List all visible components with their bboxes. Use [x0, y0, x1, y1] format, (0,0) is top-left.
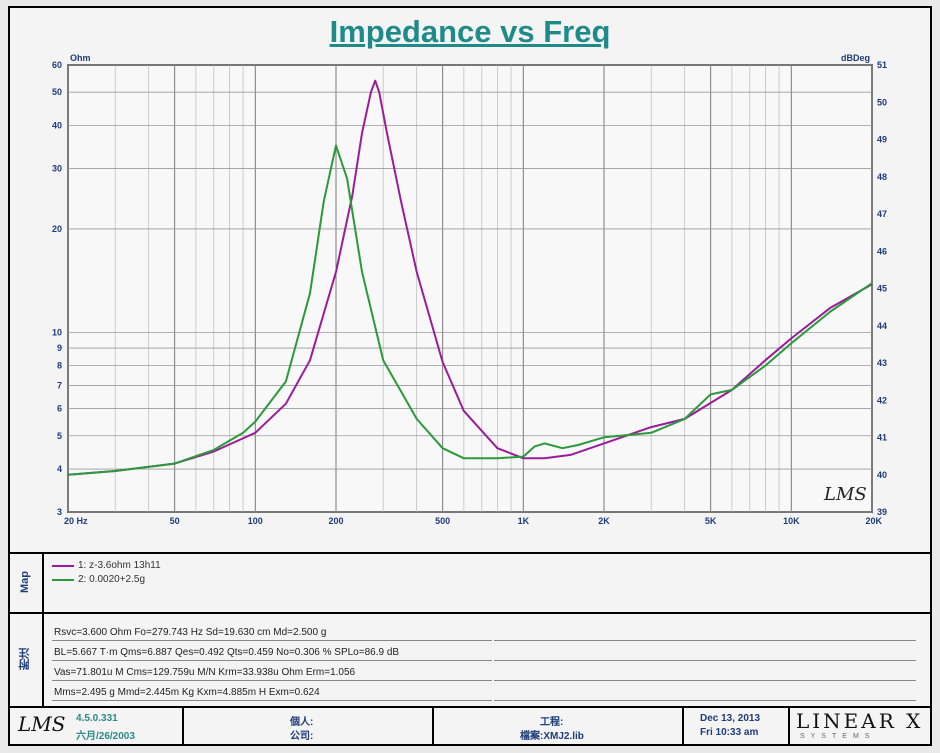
chart-title: Impedance vs Freq: [329, 14, 611, 49]
param-line-3: Vas=71.801u M Cms=129.759u M/N Krm=33.93…: [54, 667, 356, 678]
rule: [494, 680, 916, 681]
y-tick-label-left: 30: [52, 163, 62, 173]
section-divider: [8, 706, 932, 708]
y-tick-label-right: 40: [877, 470, 887, 480]
rule: [52, 680, 492, 681]
y-tick-label-left: 10: [52, 327, 62, 337]
rule: [494, 660, 916, 661]
project-label: 工程:: [540, 717, 564, 728]
x-tick-label: 10K: [783, 516, 800, 526]
y-tick-label-right: 41: [877, 433, 887, 443]
legend-item-1: 1: z-3.6ohm 13h11: [52, 560, 161, 571]
rule: [52, 640, 492, 641]
company-label: 公司:: [290, 731, 314, 742]
y-tick-label-left: 7: [57, 381, 62, 391]
y-tick-label-left: 6: [57, 404, 62, 414]
section-divider: [8, 612, 932, 614]
legend-swatch-green: [52, 578, 74, 581]
y-tick-label-left: 50: [52, 87, 62, 97]
series-line-green: [67, 144, 873, 476]
lms-watermark: LMS: [823, 484, 867, 505]
legend-label: 1: z-3.6ohm 13h11: [78, 560, 161, 571]
linearx-logo: LINEAR X: [796, 709, 924, 733]
version-date: 六月/26/2003: [76, 731, 135, 742]
date-text: Dec 13, 2013: [700, 713, 761, 724]
rule: [52, 660, 492, 661]
footer-divider: [432, 706, 434, 746]
param-line-2: BL=5.667 T·m Qms=6.887 Qes=0.492 Qts=0.4…: [54, 647, 400, 658]
y-tick-label-right: 48: [877, 172, 887, 182]
section-divider: [8, 552, 932, 554]
file-label: 檔案:XMJ2.lib: [520, 731, 584, 742]
label-column-divider: [42, 552, 44, 706]
map-label: Map: [19, 571, 31, 593]
x-tick-label: 500: [435, 516, 450, 526]
left-axis-unit: Ohm: [70, 53, 91, 63]
rule: [494, 640, 916, 641]
x-tick-label: 1K: [518, 516, 530, 526]
y-tick-label-right: 44: [877, 321, 887, 331]
y-tick-label-right: 51: [877, 60, 887, 70]
y-tick-label-right: 50: [877, 97, 887, 107]
x-tick-label: 20 Hz: [64, 516, 88, 526]
x-tick-label: 2K: [598, 516, 610, 526]
linearx-sub: SYSTEMS: [800, 733, 876, 740]
y-tick-label-left: 3: [57, 507, 62, 517]
plot-area: [67, 64, 873, 513]
right-axis-unit: dBDeg: [841, 53, 870, 63]
y-tick-label-left: 4: [57, 464, 62, 474]
y-tick-label-right: 43: [877, 358, 887, 368]
y-tick-label-right: 45: [877, 284, 887, 294]
y-tick-label-right: 46: [877, 246, 887, 256]
x-tick-label: 50: [170, 516, 180, 526]
y-tick-label-right: 39: [877, 507, 887, 517]
x-tick-label: 20K: [865, 516, 882, 526]
y-tick-label-right: 42: [877, 395, 887, 405]
y-tick-label-left: 60: [52, 60, 62, 70]
y-tick-label-right: 49: [877, 135, 887, 145]
legend-item-2: 2: 0.0020+2.5g: [52, 574, 145, 585]
x-tick-label: 100: [248, 516, 263, 526]
time-text: Fri 10:33 am: [700, 727, 759, 738]
param-line-4: Mms=2.495 g Mmd=2.445m Kg Kxm=4.885m H E…: [54, 687, 320, 698]
y-tick-label-left: 9: [57, 343, 62, 353]
y-tick-label-left: 20: [52, 224, 62, 234]
y-tick-label-left: 40: [52, 121, 62, 131]
param-line-1: Rsvc=3.600 Ohm Fo=279.743 Hz Sd=19.630 c…: [54, 627, 327, 638]
footer-divider: [682, 706, 684, 746]
notes-label: 附注: [19, 648, 31, 670]
rule: [52, 700, 492, 701]
y-tick-label-right: 47: [877, 209, 887, 219]
y-tick-label-left: 8: [57, 361, 62, 371]
x-tick-label: 200: [328, 516, 343, 526]
footer-divider: [788, 706, 790, 746]
lms-logo: LMS: [18, 712, 66, 736]
legend-label: 2: 0.0020+2.5g: [78, 574, 146, 585]
x-tick-label: 5K: [705, 516, 717, 526]
series-line-purple: [67, 79, 873, 476]
person-label: 個人:: [290, 717, 314, 728]
legend-swatch-purple: [52, 564, 74, 567]
footer-divider: [182, 706, 184, 746]
rule: [494, 700, 916, 701]
y-tick-label-left: 5: [57, 431, 62, 441]
version-text: 4.5.0.331: [76, 713, 118, 724]
